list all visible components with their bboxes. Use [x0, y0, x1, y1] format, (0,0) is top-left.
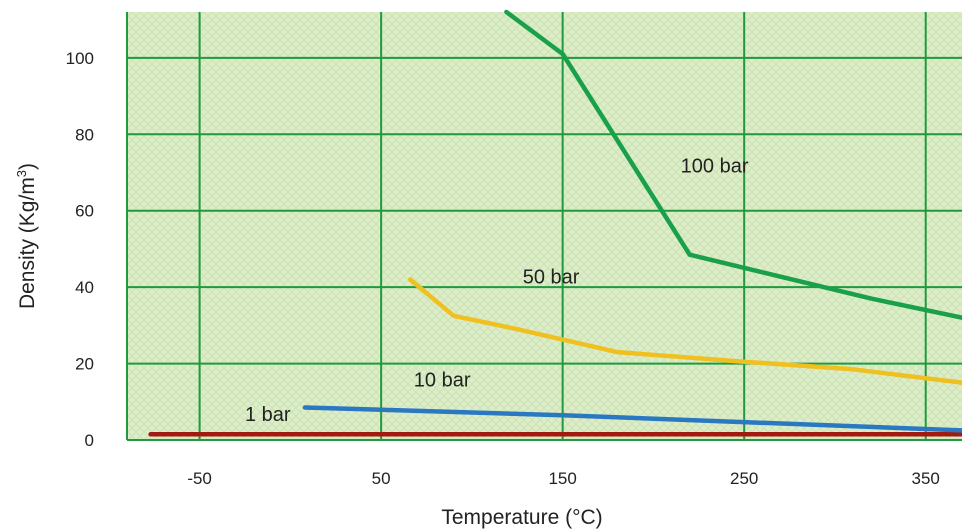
- y-axis-title-close: ): [16, 163, 39, 170]
- x-tick-label: 250: [730, 469, 758, 488]
- x-tick-label: 350: [912, 469, 940, 488]
- series-label-1-bar: 1 bar: [245, 404, 291, 426]
- series-line-10-bar: [302, 405, 962, 433]
- series-lines: [148, 9, 962, 437]
- x-tick-label: -50: [187, 469, 212, 488]
- axes: -50 50 150 250 350 0 20 40 60 80 100: [66, 12, 962, 488]
- y-tick-label: 60: [75, 202, 94, 221]
- plot-area: [127, 12, 962, 440]
- series-line-100-bar: [504, 9, 962, 320]
- series-labels: 1 bar 10 bar 50 bar 100 bar: [245, 156, 749, 426]
- series-line-50-bar: [407, 277, 962, 385]
- y-tick-label: 0: [85, 431, 94, 450]
- y-tick-label: 100: [66, 49, 94, 68]
- y-tick-label: 40: [75, 278, 94, 297]
- x-axis-title: Temperature (°C): [441, 506, 602, 529]
- y-axis-title-superscript: 3: [14, 170, 29, 177]
- series-label-10-bar: 10 bar: [414, 370, 471, 392]
- x-tick-label: 150: [548, 469, 576, 488]
- series-label-100-bar: 100 bar: [681, 156, 749, 178]
- x-tick-label: 50: [372, 469, 391, 488]
- y-tick-label: 20: [75, 355, 94, 374]
- y-tick-label: 80: [75, 125, 94, 144]
- y-axis-title: Density (Kg/m3): [14, 163, 39, 309]
- series-label-50-bar: 50 bar: [523, 266, 580, 288]
- gridlines: [127, 12, 962, 440]
- y-axis-title-main: Density (Kg/m: [16, 177, 39, 309]
